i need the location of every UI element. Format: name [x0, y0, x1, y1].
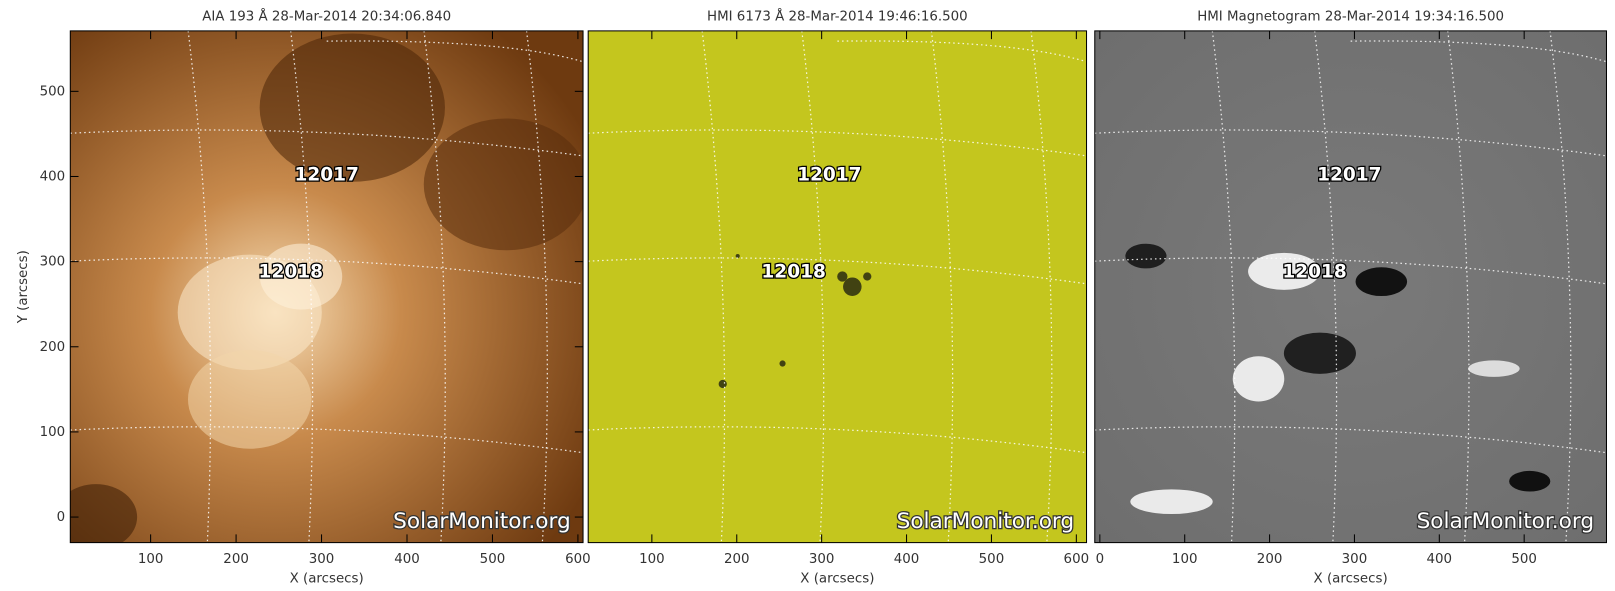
panel [70, 30, 584, 543]
heliographic-grid [187, 30, 212, 543]
texture [70, 484, 138, 543]
region-label: 12017 [797, 164, 861, 185]
magnetic-flux [1468, 360, 1520, 377]
panel-title: AIA 193 Å 28-Mar-2014 20:34:06.840 [202, 7, 451, 24]
region-label: 12018 [1282, 261, 1346, 282]
heliographic-grid [423, 30, 446, 543]
heliographic-grid [1549, 30, 1572, 543]
x-axis-label: X (arcsecs) [800, 572, 874, 587]
sunspot [843, 277, 862, 297]
heliographic-grid [70, 257, 584, 285]
heliographic-grid [70, 426, 584, 454]
x-axis-label: X (arcsecs) [290, 572, 364, 587]
x-tick-label: 500 [1511, 552, 1537, 567]
x-tick-label: 100 [1172, 552, 1198, 567]
image [1094, 30, 1607, 543]
heliographic-grid [1030, 30, 1053, 543]
image [588, 30, 1087, 543]
x-tick-label: 0 [1096, 552, 1105, 567]
magnetic-flux [1355, 267, 1408, 297]
heliographic-grid [930, 30, 954, 543]
y-tick-label: 300 [40, 255, 66, 270]
watermark: SolarMonitor.org [1417, 509, 1595, 534]
heliographic-grid [70, 129, 584, 157]
sunspot [718, 379, 727, 389]
heliographic-grid [801, 30, 825, 543]
frame [1094, 30, 1607, 544]
heliographic-grid [525, 30, 548, 543]
sunspot [735, 253, 740, 259]
heliographic-grid [1094, 257, 1607, 285]
x-tick-label: 300 [1342, 552, 1368, 567]
frame [587, 30, 1088, 544]
x-tick-label: 400 [1427, 552, 1453, 567]
x-tick-label: 200 [223, 552, 249, 567]
heliographic-grid [837, 40, 1087, 63]
panel [588, 30, 1087, 543]
x-tick-label: 200 [724, 552, 750, 567]
y-axis-label: Y (arcsecs) [16, 250, 31, 324]
sunspot [837, 271, 848, 282]
x-tick-label: 300 [309, 552, 335, 567]
sunspot [779, 360, 786, 367]
region-label: 12017 [1317, 164, 1381, 185]
x-axis-label: X (arcsecs) [1314, 572, 1388, 587]
x-tick-label: 600 [565, 552, 591, 567]
magnetic-flux [1248, 252, 1321, 290]
region-label: 12017 [294, 164, 358, 185]
heliographic-grid [701, 30, 726, 543]
x-tick-label: 400 [394, 552, 420, 567]
heliographic-grid [290, 30, 314, 543]
heliographic-grid [1211, 30, 1236, 543]
heliographic-grid [1094, 129, 1607, 157]
region-label: 12018 [259, 261, 323, 282]
magnetic-flux [1509, 470, 1551, 492]
x-tick-label: 400 [894, 552, 920, 567]
x-tick-label: 500 [480, 552, 506, 567]
watermark: SolarMonitor.org [897, 509, 1075, 534]
y-tick-label: 500 [40, 84, 66, 99]
sunspot [863, 272, 872, 281]
heliographic-grid [1094, 426, 1607, 454]
x-tick-label: 500 [979, 552, 1005, 567]
y-tick-label: 200 [40, 340, 66, 355]
region-label: 12018 [761, 261, 825, 282]
magnetic-flux [1232, 356, 1285, 402]
panel-title: HMI 6173 Å 28-Mar-2014 19:46:16.500 [707, 7, 968, 24]
heliographic-grid [1447, 30, 1470, 543]
watermark: SolarMonitor.org [393, 509, 571, 534]
x-tick-label: 100 [639, 552, 665, 567]
frame [69, 30, 584, 544]
panel-title: HMI Magnetogram 28-Mar-2014 19:34:16.500 [1197, 9, 1504, 24]
panel [1094, 30, 1607, 543]
magnetic-flux [1283, 332, 1356, 374]
magnetic-flux [1130, 489, 1213, 515]
y-tick-label: 100 [40, 425, 66, 440]
magnetic-flux [1125, 243, 1167, 269]
texture [423, 118, 584, 251]
y-tick-label: 0 [57, 510, 66, 525]
heliographic-grid [1314, 30, 1338, 543]
heliographic-grid [326, 40, 584, 63]
x-tick-label: 100 [138, 552, 164, 567]
x-tick-label: 200 [1257, 552, 1283, 567]
x-tick-label: 600 [1064, 552, 1090, 567]
heliographic-grid [1350, 40, 1607, 63]
texture [187, 349, 312, 449]
texture [259, 33, 445, 182]
y-tick-label: 400 [40, 169, 66, 184]
x-tick-label: 300 [809, 552, 835, 567]
